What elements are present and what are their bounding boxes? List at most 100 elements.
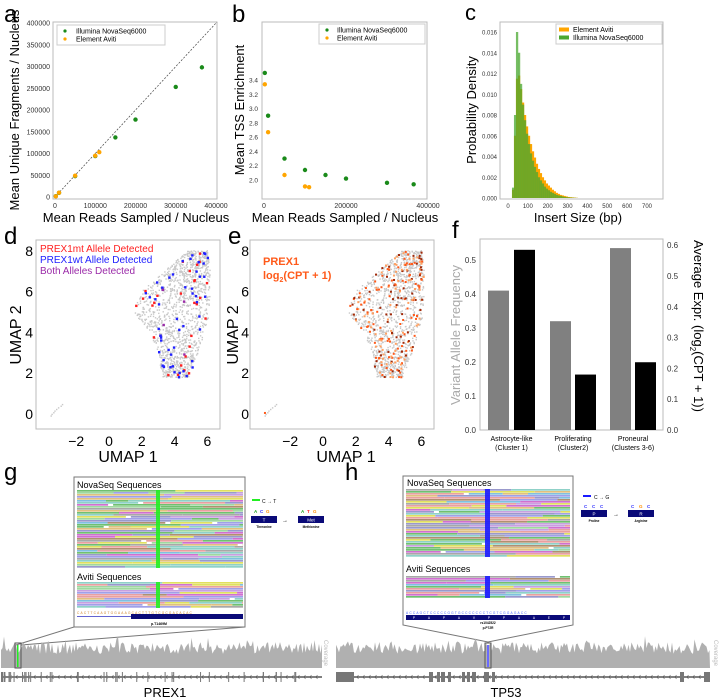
e-cell-point [376,359,379,361]
d-cell-point [198,299,200,301]
d-cell-point [170,278,172,280]
d-cell-wt [169,353,173,356]
g-exon [76,672,78,682]
e-cell-point [392,366,394,368]
d-cell-mt [152,336,156,339]
d-cell-point [177,341,179,343]
a-legend [56,24,166,46]
g-read [151,560,200,562]
e-cell-point [409,281,412,283]
e-cell-expr [380,361,383,364]
c-hist-bar-illumina [553,193,556,198]
d-cell-point [181,326,184,329]
e-cell-expr [374,345,377,348]
d-cell-point [193,286,195,289]
e-cell-point [390,293,392,295]
h-strand-arrow-icon [608,674,611,680]
d-cell-point [179,297,181,300]
e-cell-point [395,348,397,350]
d-cell-point [202,251,204,253]
e-cell-point [377,371,379,373]
d-cell-point [201,275,203,278]
d-cell-point [169,279,171,282]
e-cell-point [373,281,375,283]
e-cell-point [385,297,387,299]
d-cell-wt [204,252,207,256]
d-cell-point [187,374,189,376]
d-cell-point [197,290,199,293]
e-cell-point [414,296,417,298]
d-cell-point [161,357,163,359]
e-cell-point [385,287,388,290]
e-cell-point [392,311,395,313]
h-strand-arrow-icon [452,674,455,680]
g-read [132,534,170,536]
e-cell-expr [399,335,402,338]
h-read [406,509,431,511]
e-cell-point [370,324,372,326]
h-read [449,503,517,505]
d-cell-point [182,286,184,288]
h-strand-arrow-icon [416,674,419,680]
e-ytick-label: 6 [241,284,249,300]
d-cell-point [166,273,169,276]
e-cell-point [397,351,400,353]
e-cell-point [372,328,374,330]
e-cell-expr [381,267,384,270]
d-cell-point [169,363,172,365]
g-read [168,498,243,500]
d-cell-point [169,287,172,290]
d-cell-point [174,293,176,295]
d-cell-point [166,370,168,373]
e-cell-point [382,370,385,373]
h-exon [448,672,451,682]
e-cell-point [397,353,400,356]
e-cell-point [412,265,414,267]
e-cell-point [381,312,383,314]
g-read [210,606,243,608]
d-cell-point [167,308,170,311]
d-legend-wt: PREX1wt Allele Detected [40,255,152,266]
d-cell-point [180,325,183,327]
d-cell-point [190,326,193,328]
g-read [217,522,243,524]
d-cell-point [147,293,149,295]
e-cell-point [380,313,383,315]
d-cell-point [198,289,200,292]
d-cell-point [139,298,141,300]
h-strand-arrow-icon [560,674,563,680]
e-cell-point [397,315,399,318]
d-cell-wt [203,295,207,298]
e-cell-point [413,280,416,283]
d-cell-point [183,304,186,307]
e-cell-point [408,270,411,272]
d-cell-wt [171,365,175,368]
e-cell-point [397,273,400,275]
g-read [232,538,243,540]
d-cell-mt [176,373,180,377]
e-cell-point [376,302,378,304]
e-cell-point [384,290,387,293]
e-title-units: log2(CPT + 1) [263,270,332,284]
d-cell-point [167,268,169,270]
d-cell-point [178,375,181,377]
e-cell-point [389,271,392,274]
e-cell-point [409,343,411,345]
d-cell-point [154,323,157,325]
d-cell-point [178,287,180,289]
g-read [77,588,150,590]
g-read [164,494,243,496]
e-cell-expr [415,317,418,320]
d-cell-point [183,351,186,353]
d-cell-point [190,290,192,292]
g-read [77,498,169,500]
d-cell-point [178,370,180,372]
e-cell-point [378,302,380,304]
d-cell-point [168,357,170,360]
d-cell-point [179,344,181,346]
h-read [485,513,555,515]
d-cell-point [200,306,203,309]
e-cell-point [387,374,389,376]
g-read [106,554,199,556]
f-bar-expr [635,362,656,430]
